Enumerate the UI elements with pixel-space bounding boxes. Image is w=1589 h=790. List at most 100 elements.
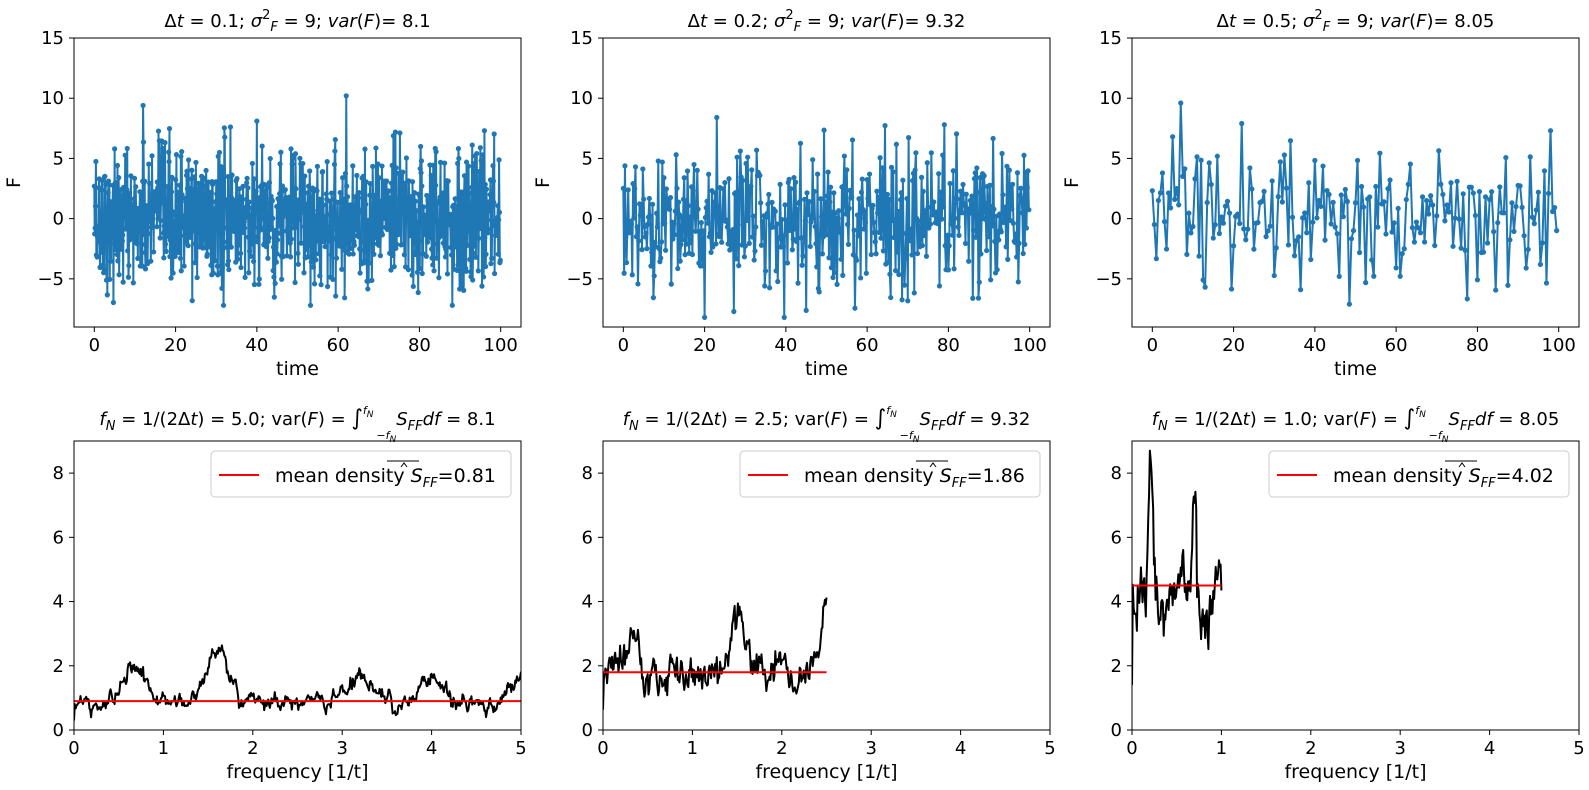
data-point — [419, 270, 425, 277]
data-point — [1312, 157, 1318, 164]
x-tick-label: 20 — [693, 335, 716, 356]
data-point — [213, 179, 219, 185]
data-point — [461, 287, 467, 293]
data-point — [343, 93, 349, 99]
data-point — [1533, 207, 1539, 213]
data-point — [1523, 265, 1529, 271]
data-point — [1228, 286, 1235, 292]
data-point — [743, 160, 749, 167]
time-series-markers — [620, 114, 1032, 320]
data-point — [236, 210, 242, 217]
data-point — [1192, 176, 1198, 182]
x-tick-label: 1 — [1216, 738, 1227, 759]
data-point — [194, 217, 201, 223]
data-point — [217, 214, 223, 220]
data-point — [263, 243, 269, 250]
data-point — [204, 251, 210, 257]
data-point — [235, 232, 241, 238]
data-point — [430, 262, 436, 268]
data-point — [384, 226, 390, 232]
data-point — [442, 160, 448, 166]
time-series-line — [1151, 102, 1558, 306]
data-point — [389, 162, 395, 168]
data-point — [936, 283, 943, 289]
data-point — [198, 241, 204, 247]
legend: mean density SFF=0.81 — [210, 450, 512, 498]
data-point — [340, 175, 346, 181]
data-point — [1014, 170, 1021, 176]
data-point — [784, 260, 791, 266]
data-point — [475, 268, 481, 274]
y-tick-label: −5 — [1095, 269, 1122, 290]
data-point — [875, 194, 882, 200]
data-point — [843, 211, 849, 217]
data-point — [801, 196, 808, 202]
data-point — [1170, 134, 1176, 140]
data-point — [1373, 183, 1379, 190]
data-point — [1470, 190, 1476, 196]
data-point — [940, 152, 946, 158]
data-point — [293, 186, 299, 192]
data-point — [1196, 253, 1202, 259]
data-point — [251, 258, 257, 264]
data-point — [906, 233, 913, 240]
data-point — [949, 232, 956, 238]
data-point — [711, 199, 717, 205]
data-point — [255, 238, 261, 245]
data-point — [658, 239, 665, 245]
data-point — [314, 188, 320, 194]
data-point — [388, 267, 394, 273]
data-point — [365, 286, 371, 292]
data-point — [139, 241, 145, 247]
data-point — [325, 227, 331, 233]
data-point — [138, 191, 145, 197]
data-point — [246, 270, 252, 276]
data-point — [176, 239, 182, 246]
data-point — [834, 281, 840, 287]
data-point — [442, 254, 449, 260]
data-point — [304, 206, 310, 213]
data-point — [277, 230, 284, 236]
data-point — [745, 191, 752, 197]
data-point — [1458, 245, 1464, 251]
panel-bottom-middle: 0 1 2 3 4 5 0 2 4 6 8 frequency [1/t] fN = 1/(2Δt) =… — [582, 404, 1056, 783]
data-point — [888, 164, 895, 170]
data-point — [94, 228, 100, 234]
time-series-markers — [1149, 100, 1560, 307]
data-point — [935, 221, 941, 227]
data-point — [192, 241, 199, 247]
data-point — [211, 206, 217, 212]
data-point — [241, 219, 247, 225]
data-point — [963, 191, 969, 197]
data-point — [253, 188, 259, 194]
data-point — [1023, 225, 1030, 231]
data-point — [269, 198, 275, 204]
data-point — [1535, 189, 1541, 195]
data-point — [1026, 207, 1032, 213]
data-point — [1472, 212, 1478, 219]
data-point — [1200, 277, 1206, 283]
data-point — [861, 226, 867, 232]
data-point — [164, 211, 170, 218]
data-point — [1537, 261, 1543, 268]
x-axis-label: frequency [1/t] — [1284, 761, 1426, 783]
data-point — [1371, 273, 1377, 279]
data-point — [918, 174, 925, 181]
data-point — [177, 255, 184, 261]
data-point — [143, 242, 149, 248]
panel-top-left: 0 20 40 60 80 100 −5 0 5 10 15 time F Δt = 0.1; σ2F =… — [3, 8, 522, 380]
data-point — [765, 201, 771, 207]
y-tick-label: 6 — [582, 527, 593, 548]
x-tick-label: 4 — [1484, 738, 1495, 759]
data-point — [169, 208, 175, 215]
plot-area — [74, 644, 521, 721]
data-point — [1482, 194, 1489, 200]
data-point — [1517, 183, 1523, 189]
data-point — [485, 230, 491, 236]
data-point — [884, 191, 891, 198]
data-point — [452, 196, 458, 202]
data-point — [909, 252, 915, 258]
data-point — [732, 190, 739, 196]
data-point — [813, 241, 819, 247]
data-point — [345, 206, 351, 212]
